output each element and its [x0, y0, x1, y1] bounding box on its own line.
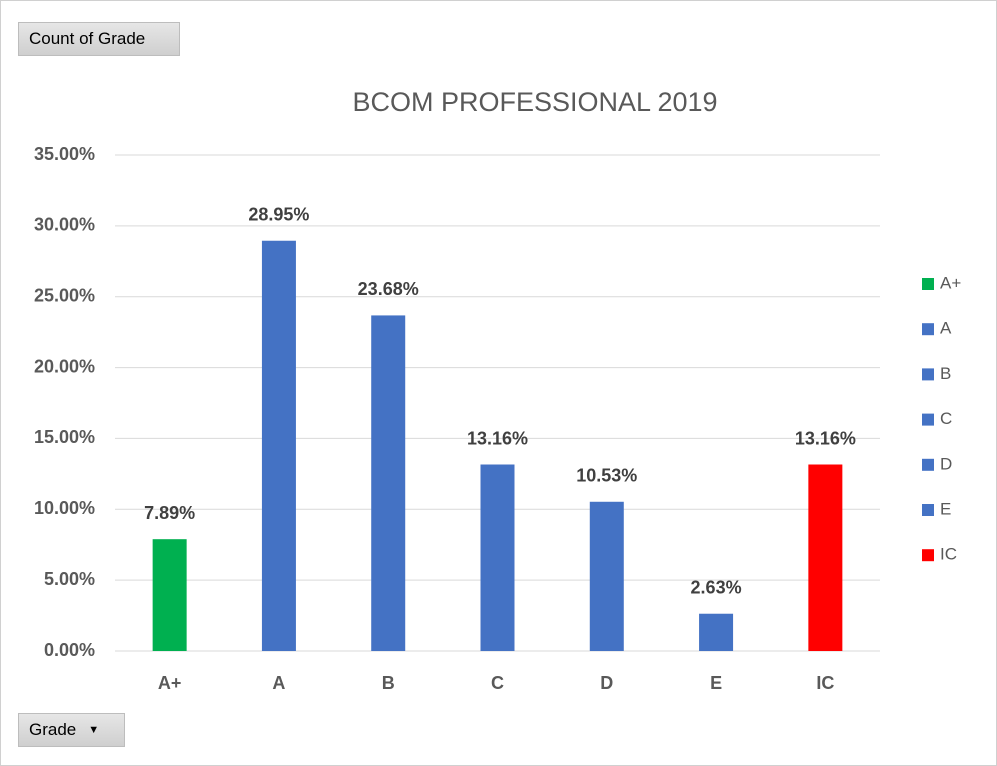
data-label: 13.16% [795, 428, 856, 448]
legend-label: A+ [940, 273, 961, 292]
x-tick-label: A [272, 673, 285, 693]
y-tick-label: 35.00% [34, 144, 95, 164]
legend-label: B [940, 364, 951, 383]
data-label: 28.95% [248, 204, 309, 224]
legend-swatch [922, 458, 934, 471]
y-tick-label: 10.00% [34, 498, 95, 518]
legend-swatch [922, 504, 934, 516]
x-tick-label: C [491, 673, 504, 693]
data-label: 7.89% [144, 503, 195, 523]
axis-field-label: Grade [29, 720, 77, 739]
bar [699, 613, 734, 651]
legend-swatch [922, 368, 934, 381]
x-tick-label: IC [816, 673, 834, 693]
chart-title: BCOM PROFESSIONAL 2019 [352, 87, 717, 117]
x-tick-label: D [600, 673, 613, 693]
axis-field-button[interactable]: Grade ▼ [18, 713, 125, 747]
legend-label: C [940, 409, 952, 428]
legend-swatch [922, 549, 934, 562]
legend-label: E [940, 499, 951, 518]
y-tick-label: 5.00% [44, 569, 95, 589]
y-tick-label: 30.00% [34, 215, 95, 235]
legend-swatch [922, 413, 934, 426]
y-tick-label: 20.00% [34, 356, 95, 376]
bar [808, 464, 843, 651]
legend-swatch [922, 323, 934, 336]
data-label: 10.53% [576, 466, 637, 486]
legend-label: A [940, 319, 952, 338]
bar [480, 464, 515, 651]
bar [371, 315, 406, 651]
x-tick-label: B [382, 673, 395, 693]
y-tick-label: 0.00% [44, 640, 95, 660]
bar [589, 501, 624, 651]
x-tick-label: E [710, 673, 722, 693]
bar [152, 539, 187, 651]
y-tick-label: 15.00% [34, 427, 95, 447]
dropdown-arrow: ▼ [88, 724, 100, 736]
value-field-button[interactable]: Count of Grade [18, 22, 180, 56]
legend-label: IC [940, 545, 957, 564]
legend-swatch [922, 278, 934, 290]
data-label: 13.16% [467, 428, 528, 448]
data-label: 23.68% [358, 279, 419, 299]
legend-label: D [940, 454, 952, 473]
bar [261, 240, 296, 652]
data-label: 2.63% [691, 577, 742, 597]
y-tick-label: 25.00% [34, 285, 95, 305]
x-tick-label: A+ [158, 673, 182, 693]
